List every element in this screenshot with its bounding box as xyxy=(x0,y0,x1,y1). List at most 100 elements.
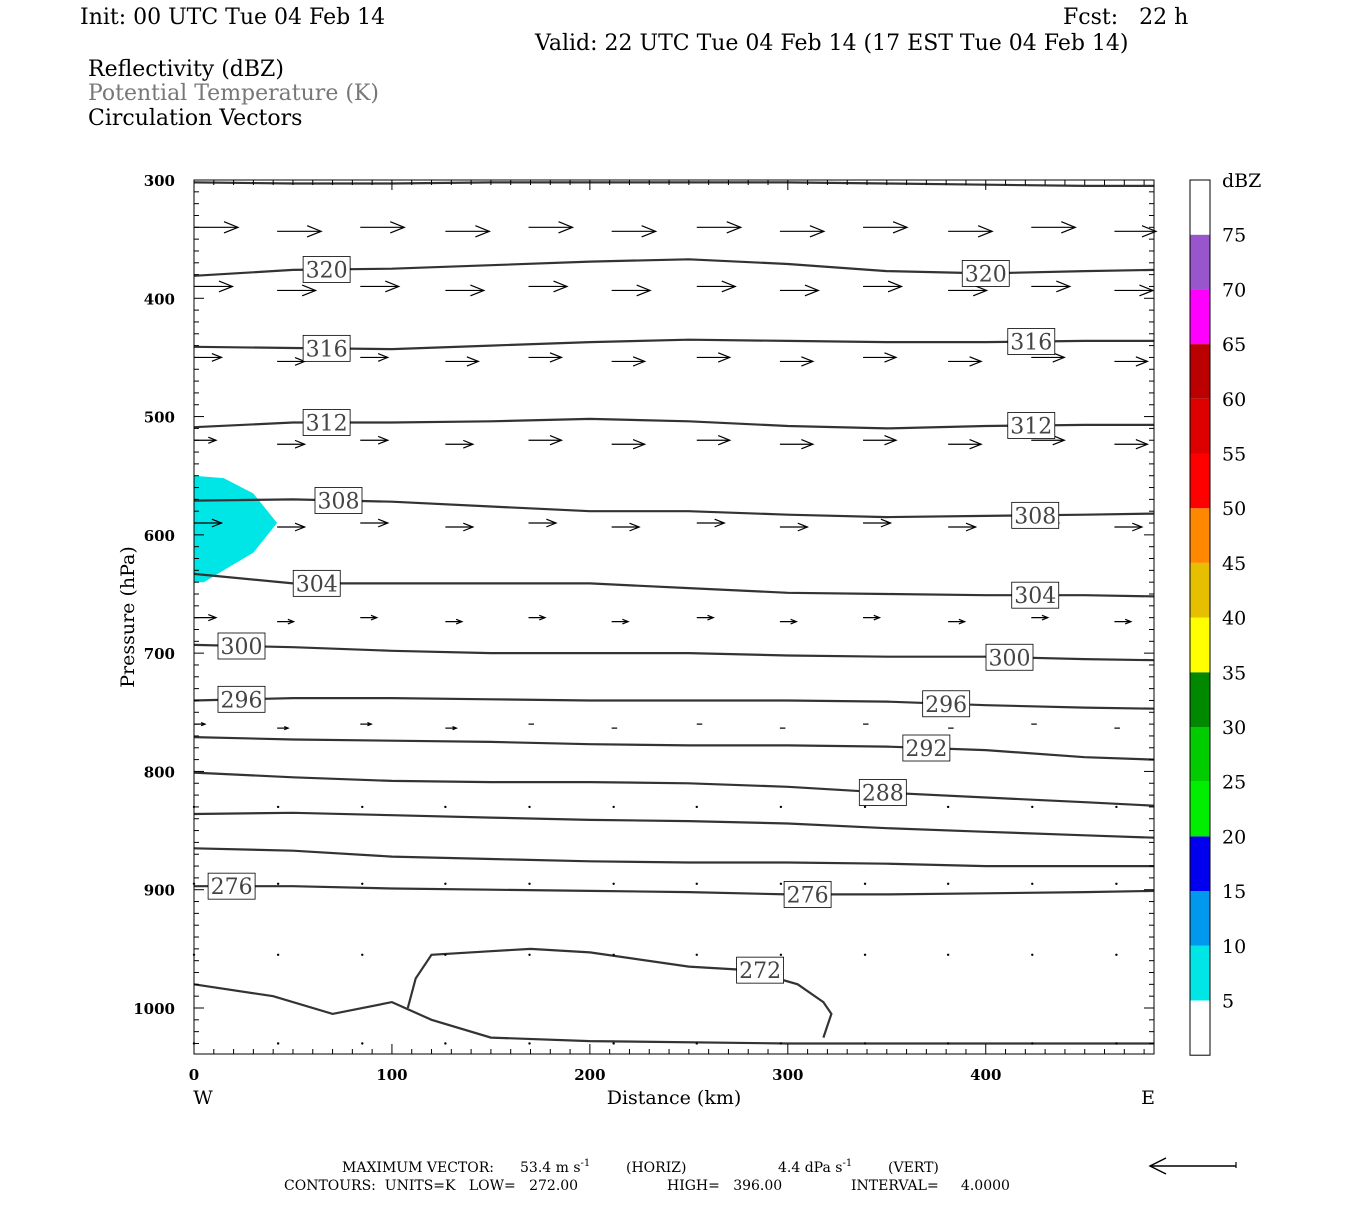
vector-1-5 xyxy=(611,284,652,297)
vector-0-5 xyxy=(611,225,658,238)
isentrope-label-320-0-box xyxy=(302,256,351,283)
vector-4-8 xyxy=(863,518,893,528)
y-tick-label-700: 700 xyxy=(144,645,175,663)
vector-2-5 xyxy=(611,356,647,367)
vector-dot-3-3 xyxy=(444,1042,447,1045)
y-axis-label: Pressure (hPa) xyxy=(117,546,139,688)
vector-dot-0-2 xyxy=(361,805,364,809)
vector-4-2 xyxy=(360,518,390,528)
isentrope-label-296-1: 296 xyxy=(925,693,967,718)
isentrope-label-276-1-box xyxy=(783,881,832,908)
vector-1-2 xyxy=(360,280,401,293)
vector-dot-1-2 xyxy=(361,882,364,885)
vector-3-8 xyxy=(863,435,898,446)
x-tick-label-0: 0 xyxy=(189,1066,199,1084)
isentrope-label-272: 272 xyxy=(739,959,781,984)
colorbar-swatch-15 xyxy=(1190,180,1210,235)
vector-dot-2-6 xyxy=(695,953,698,956)
colorbar-swatch-0 xyxy=(1190,1000,1210,1056)
vector-dot-3-11 xyxy=(1115,1042,1118,1045)
colorbar-swatch-12 xyxy=(1190,344,1210,399)
vector-dot-0-11 xyxy=(1115,805,1118,809)
colorbar-swatch-13 xyxy=(1190,289,1210,345)
vector-3-4 xyxy=(528,435,564,446)
colorbar-swatch-11 xyxy=(1190,398,1210,454)
vector-4-4 xyxy=(528,518,558,528)
isentrope-label-300-0: 300 xyxy=(221,635,263,660)
vector-dot-0-7 xyxy=(779,805,783,809)
vector-dot-2-10 xyxy=(1031,953,1034,956)
plot-area: 320 320 316 316 312 312 308 308 304 304 300 300 296 2… xyxy=(133,172,1158,1084)
vector-4-9 xyxy=(948,522,978,532)
x-tick-label-100: 100 xyxy=(376,1066,407,1084)
vector-dot-2-2 xyxy=(361,953,364,956)
isentrope-label-312-0: 312 xyxy=(306,411,348,436)
colorbar-swatch-1 xyxy=(1190,945,1210,1001)
isentrope-unlabeled-0 xyxy=(193,181,1154,187)
vector-dot-0-6 xyxy=(695,805,698,809)
vector-dot-0-5 xyxy=(612,805,615,809)
vector-4-6 xyxy=(696,518,726,528)
vector-dot-3-4 xyxy=(528,1042,531,1045)
y-tick-label-500: 500 xyxy=(144,409,175,427)
vector-dot-1-3 xyxy=(444,882,447,885)
vector-5-6 xyxy=(696,614,715,621)
isentrope-label-300-1: 300 xyxy=(989,646,1031,671)
vector-5-1 xyxy=(277,618,296,625)
vector-1-11 xyxy=(1114,284,1155,297)
vector-dot-0-8 xyxy=(863,805,867,809)
colorbar-swatch-14 xyxy=(1190,234,1210,290)
vector-1-6 xyxy=(696,280,737,293)
vector-5-2 xyxy=(360,614,379,621)
vector-dot-2-3 xyxy=(444,953,447,956)
colorbar-label-30: 30 xyxy=(1222,717,1246,739)
colorbar-label-60: 60 xyxy=(1222,389,1246,411)
colorbar-swatch-3 xyxy=(1190,836,1210,892)
isentropes-layer xyxy=(193,181,1155,1045)
vector-3-10 xyxy=(1031,435,1066,446)
plot-frame xyxy=(193,179,1155,1055)
isentrope-label-276-0-box xyxy=(207,872,256,900)
isentrope-label-312-1: 312 xyxy=(1010,414,1052,439)
legend-reflectivity: Reflectivity (dBZ) xyxy=(88,57,284,82)
vector-1-10 xyxy=(1031,280,1072,293)
vector-dot-3-10 xyxy=(1031,1042,1034,1045)
vector-2-10 xyxy=(1031,352,1066,363)
vector-0-11 xyxy=(1114,225,1158,238)
isentrope-label-276-0: 276 xyxy=(211,875,253,900)
vector-5-10 xyxy=(1031,614,1050,621)
colorbar-label-15: 15 xyxy=(1222,881,1246,903)
isentrope-label-292-0: 292 xyxy=(905,737,947,762)
vector-4-3 xyxy=(445,522,475,532)
vector-dot-2-9 xyxy=(946,953,950,956)
vector-1-1 xyxy=(277,284,318,297)
isentrope-label-288-0-box xyxy=(858,779,907,806)
vector-0-9 xyxy=(948,225,994,238)
y-tick-label-600: 600 xyxy=(144,527,175,545)
vector-0-1 xyxy=(277,225,323,238)
vector-2-9 xyxy=(948,356,983,367)
vector-0-6 xyxy=(696,221,743,234)
vector-5-7 xyxy=(779,618,799,625)
reflectivity-layer xyxy=(194,475,278,583)
x-tick-label-400: 400 xyxy=(970,1066,1001,1084)
forecast-hour: Fcst: 22 h xyxy=(1063,5,1188,30)
vector-4-5 xyxy=(611,522,641,532)
isentrope-unlabeled-10 xyxy=(193,811,1155,839)
isentrope-label-304-1: 304 xyxy=(1014,584,1056,609)
colorbar-label-55: 55 xyxy=(1222,444,1246,466)
isentrope-label-304-0: 304 xyxy=(296,572,338,597)
vector-2-3 xyxy=(445,356,480,367)
vector-2-6 xyxy=(696,352,732,363)
vector-dot-0-3 xyxy=(444,805,447,809)
vector-1-0 xyxy=(194,280,235,293)
vector-5-5 xyxy=(611,618,630,625)
vector-2-8 xyxy=(863,352,898,363)
vector-dot-1-11 xyxy=(1115,882,1118,885)
colorbar-label-25: 25 xyxy=(1222,772,1246,794)
vector-5-9 xyxy=(948,618,967,625)
vector-dot-1-5 xyxy=(612,882,615,885)
vector-dot-3-8 xyxy=(863,1042,867,1045)
vector-dot-2-4 xyxy=(528,953,531,956)
contours-text: CONTOURS: UNITS=K LOW= 272.00 xyxy=(284,1178,578,1194)
